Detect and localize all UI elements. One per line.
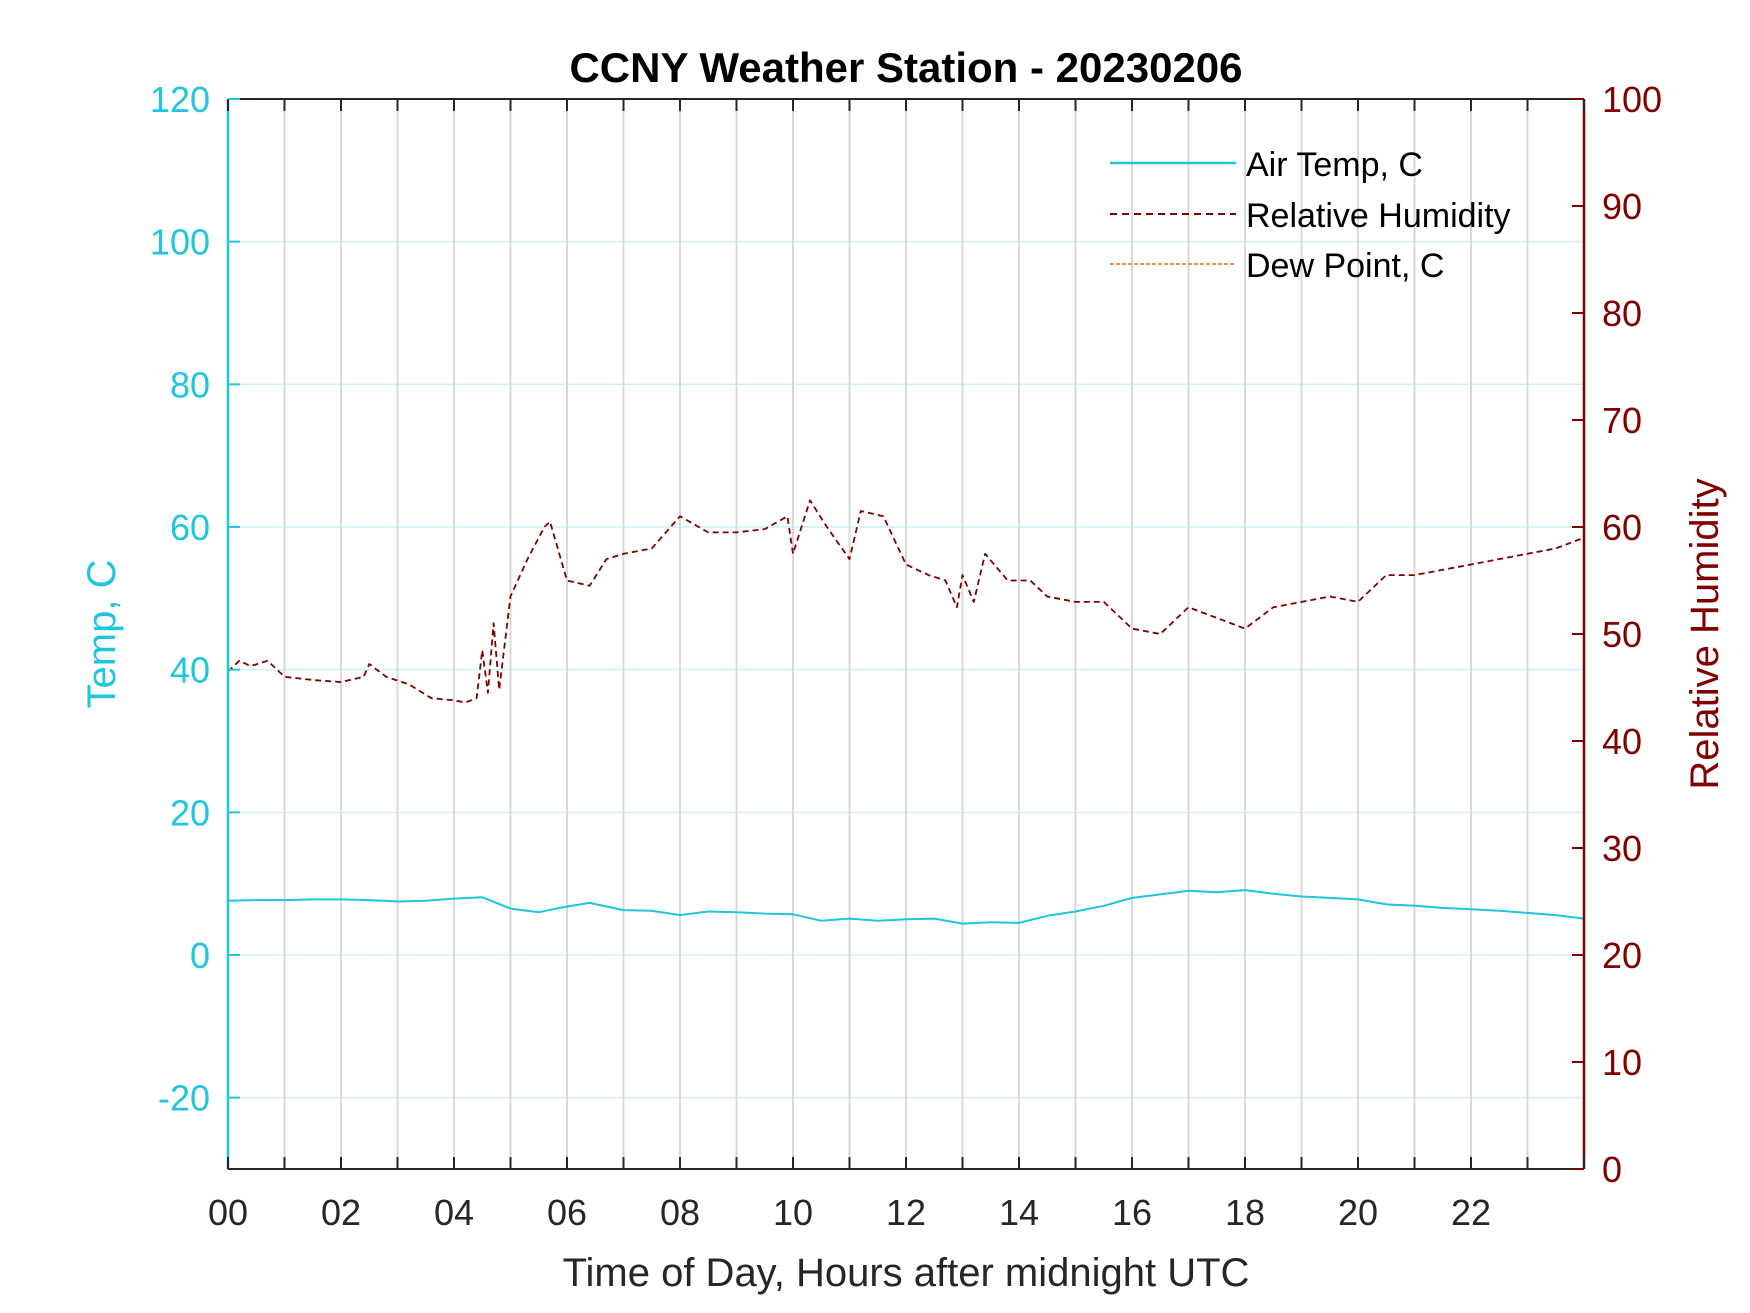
x-tick-label: 20 <box>1338 1192 1378 1233</box>
legend: Air Temp, C Relative Humidity Dew Point,… <box>1110 146 1511 285</box>
x-tick-label: 10 <box>773 1192 813 1233</box>
y-tick-label-right: 0 <box>1602 1149 1622 1190</box>
y-tick-label-right: 20 <box>1602 935 1642 976</box>
y-tick-label-left: 40 <box>170 650 210 691</box>
chart-title: CCNY Weather Station - 20230206 <box>569 44 1242 91</box>
y-tick-label-left: 20 <box>170 792 210 833</box>
y-tick-label-left: -20 <box>158 1078 210 1119</box>
series-line-relative-humidity <box>227 499 1585 704</box>
y-tick-label-right: 80 <box>1602 293 1642 334</box>
x-tick-label: 18 <box>1225 1192 1265 1233</box>
x-tick-label: 14 <box>999 1192 1039 1233</box>
grid-layer <box>228 99 1584 1169</box>
y-tick-label-right: 100 <box>1602 79 1662 120</box>
y-tick-label-left: 80 <box>170 364 210 405</box>
series-layer <box>227 499 1585 925</box>
x-tick-label: 02 <box>321 1192 361 1233</box>
legend-label-dew-point: Dew Point, C <box>1246 247 1444 285</box>
y-tick-label-right: 10 <box>1602 1042 1642 1083</box>
y-tick-label-right: 40 <box>1602 721 1642 762</box>
y-tick-label-left: 60 <box>170 507 210 548</box>
y-axis-left-label: Temp, C <box>80 560 124 709</box>
y-tick-label-left: 100 <box>150 222 210 263</box>
x-tick-label: 08 <box>660 1192 700 1233</box>
legend-label-relative-humidity: Relative Humidity <box>1246 197 1511 235</box>
axes-layer: 00 02 04 06 08 10 12 14 16 18 20 22-200204060801001… <box>150 79 1662 1233</box>
x-tick-label: 16 <box>1112 1192 1152 1233</box>
x-tick-label: 00 <box>208 1192 248 1233</box>
y-axis-right-label: Relative Humidity <box>1683 478 1727 789</box>
y-tick-label-right: 90 <box>1602 186 1642 227</box>
y-tick-label-right: 50 <box>1602 614 1642 655</box>
y-tick-label-left: 0 <box>190 935 210 976</box>
series-line-air-temp <box>227 889 1585 925</box>
x-axis-label: Time of Day, Hours after midnight UTC <box>563 1251 1250 1295</box>
legend-label-air-temp: Air Temp, C <box>1246 146 1423 184</box>
y-tick-label-right: 60 <box>1602 507 1642 548</box>
x-tick-label: 12 <box>886 1192 926 1233</box>
x-tick-label: 04 <box>434 1192 474 1233</box>
y-tick-label-left: 120 <box>150 79 210 120</box>
x-tick-label: 22 <box>1451 1192 1491 1233</box>
x-tick-label: 06 <box>547 1192 587 1233</box>
y-tick-label-right: 30 <box>1602 828 1642 869</box>
y-tick-label-right: 70 <box>1602 400 1642 441</box>
